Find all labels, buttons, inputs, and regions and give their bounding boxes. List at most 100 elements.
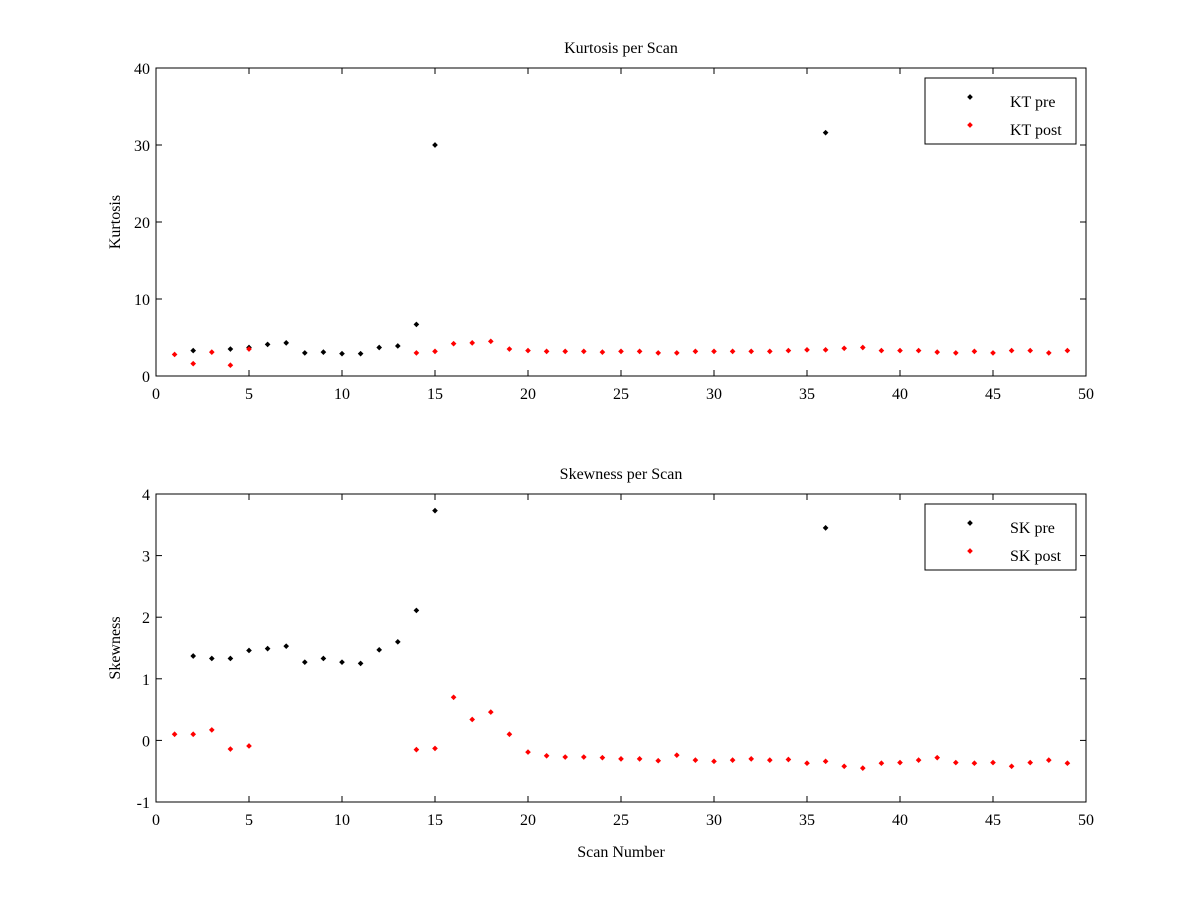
kurtosis-post-point xyxy=(1027,347,1034,354)
skewness-pre-point xyxy=(190,653,197,659)
kurtosis-post-point xyxy=(822,346,829,353)
skewness-post-point xyxy=(1064,760,1071,767)
kurtosis-pre-point xyxy=(339,350,345,357)
kurtosis-post-point xyxy=(413,350,420,356)
kurtosis-post-point xyxy=(506,346,513,352)
legend-label-sk-pre: SK pre xyxy=(1010,520,1055,537)
skewness-y-tick-label: 2 xyxy=(142,610,150,627)
skewness-x-tick-label: 45 xyxy=(985,812,1001,829)
kurtosis-post-point xyxy=(804,346,810,353)
kurtosis-pre-point xyxy=(394,343,401,349)
skewness-post-point xyxy=(878,760,885,767)
kurtosis-post-point xyxy=(525,347,531,354)
skewness-points xyxy=(171,507,1071,771)
kurtosis-post-point xyxy=(1064,347,1071,354)
kurtosis-post-point xyxy=(748,348,755,355)
legend-marker-kt-pre xyxy=(967,94,973,100)
skewness-post-point xyxy=(618,756,624,762)
kurtosis-post-point xyxy=(1008,347,1015,354)
skewness-post-point xyxy=(469,716,476,723)
kurtosis-post-point xyxy=(246,346,252,352)
skewness-pre-point xyxy=(246,647,252,654)
kurtosis-post-point xyxy=(190,360,197,367)
kurtosis-post-point xyxy=(655,350,662,356)
skewness-pre-point xyxy=(283,643,290,649)
kurtosis-legend: KT pre KT post xyxy=(924,77,1077,145)
kurtosis-post-point xyxy=(692,348,699,355)
legend-marker-kt-post xyxy=(967,122,973,128)
skewness-post-point xyxy=(432,745,438,752)
skewness-post-point xyxy=(506,731,513,738)
skewness-post-point xyxy=(227,746,234,752)
skewness-post-point xyxy=(915,757,922,763)
skewness-post-point xyxy=(543,752,550,759)
kurtosis-post-point xyxy=(1045,350,1052,356)
kurtosis-post-point xyxy=(469,340,476,346)
kurtosis-post-point xyxy=(562,348,569,355)
kurtosis-post-point xyxy=(785,347,792,354)
kurtosis-pre-point xyxy=(357,350,364,357)
skewness-post-point xyxy=(1008,763,1015,770)
kurtosis-x-tick-label: 25 xyxy=(613,386,629,403)
kurtosis-pre-point xyxy=(320,349,327,355)
skewness-x-tick-label: 40 xyxy=(892,812,908,829)
legend-label-kt-pre: KT pre xyxy=(1010,94,1055,111)
kurtosis-y-tick-label: 30 xyxy=(134,138,150,155)
skewness-post-point xyxy=(599,754,606,761)
skewness-x-tick-label: 15 xyxy=(427,812,443,829)
skewness-post-point xyxy=(711,758,717,765)
skewness-post-point xyxy=(171,731,178,738)
skewness-post-point xyxy=(580,754,587,760)
skewness-x-tick-label: 30 xyxy=(706,812,722,829)
skewness-pre-point xyxy=(301,659,308,665)
kurtosis-post-point xyxy=(729,348,736,355)
kurtosis-x-tick-label: 0 xyxy=(152,386,160,403)
kurtosis-pre-point xyxy=(822,129,829,136)
skewness-post-point xyxy=(246,743,252,749)
skewness-pre-point xyxy=(227,655,234,662)
kurtosis-legend-box xyxy=(924,77,1077,145)
kurtosis-post-point xyxy=(487,338,494,345)
kurtosis-y-tick-label: 0 xyxy=(142,369,150,386)
kurtosis-y-tick-label: 40 xyxy=(134,61,150,78)
skewness-post-point xyxy=(692,757,699,763)
kurtosis-x-tick-label: 40 xyxy=(892,386,908,403)
kurtosis-post-point xyxy=(990,350,996,356)
skewness-y-tick-label: 4 xyxy=(142,487,150,504)
skewness-post-point xyxy=(636,756,643,762)
skewness-post-point xyxy=(729,757,736,763)
kurtosis-ticks: 0 5 10 15 20 25 30 35 40 45 50 0 10 20 30 40 xyxy=(134,61,1094,403)
kurtosis-post-point xyxy=(636,348,643,355)
skewness-x-tick-label: 25 xyxy=(613,812,629,829)
kurtosis-x-tick-label: 45 xyxy=(985,386,1001,403)
kurtosis-x-tick-label: 35 xyxy=(799,386,815,403)
kurtosis-points xyxy=(171,129,1071,369)
kurtosis-post-point xyxy=(859,344,866,351)
skewness-post-point xyxy=(841,763,848,770)
kurtosis-pre-point xyxy=(301,350,308,356)
skewness-x-tick-label: 10 xyxy=(334,812,350,829)
kurtosis-pre-point xyxy=(227,346,234,352)
skewness-post-point xyxy=(413,746,420,753)
kurtosis-post-point xyxy=(580,348,587,355)
skewness-post-point xyxy=(934,754,941,761)
skewness-post-point xyxy=(450,694,457,701)
skewness-chart-title: Skewness per Scan xyxy=(560,466,683,483)
skewness-legend-box xyxy=(924,503,1077,571)
skewness-x-axis-label: Scan Number xyxy=(577,844,665,861)
kurtosis-pre-point xyxy=(190,347,197,354)
skewness-post-point xyxy=(766,757,773,763)
skewness-pre-point xyxy=(413,607,420,614)
skewness-post-point xyxy=(655,757,662,764)
skewness-post-point xyxy=(952,759,959,766)
kurtosis-post-point xyxy=(208,349,215,355)
kurtosis-y-axis-label: Kurtosis xyxy=(107,195,124,249)
kurtosis-x-tick-label: 50 xyxy=(1078,386,1094,403)
kurtosis-post-point xyxy=(450,340,457,347)
skewness-y-tick-label: 0 xyxy=(142,733,150,750)
kurtosis-subplot: Kurtosis per Scan Kurtosis 0 5 10 15 20 25 30 3… xyxy=(107,40,1094,403)
kurtosis-post-point xyxy=(878,347,885,354)
kurtosis-pre-point xyxy=(264,341,271,348)
kurtosis-post-point xyxy=(841,345,848,352)
legend-label-sk-post: SK post xyxy=(1010,548,1062,565)
